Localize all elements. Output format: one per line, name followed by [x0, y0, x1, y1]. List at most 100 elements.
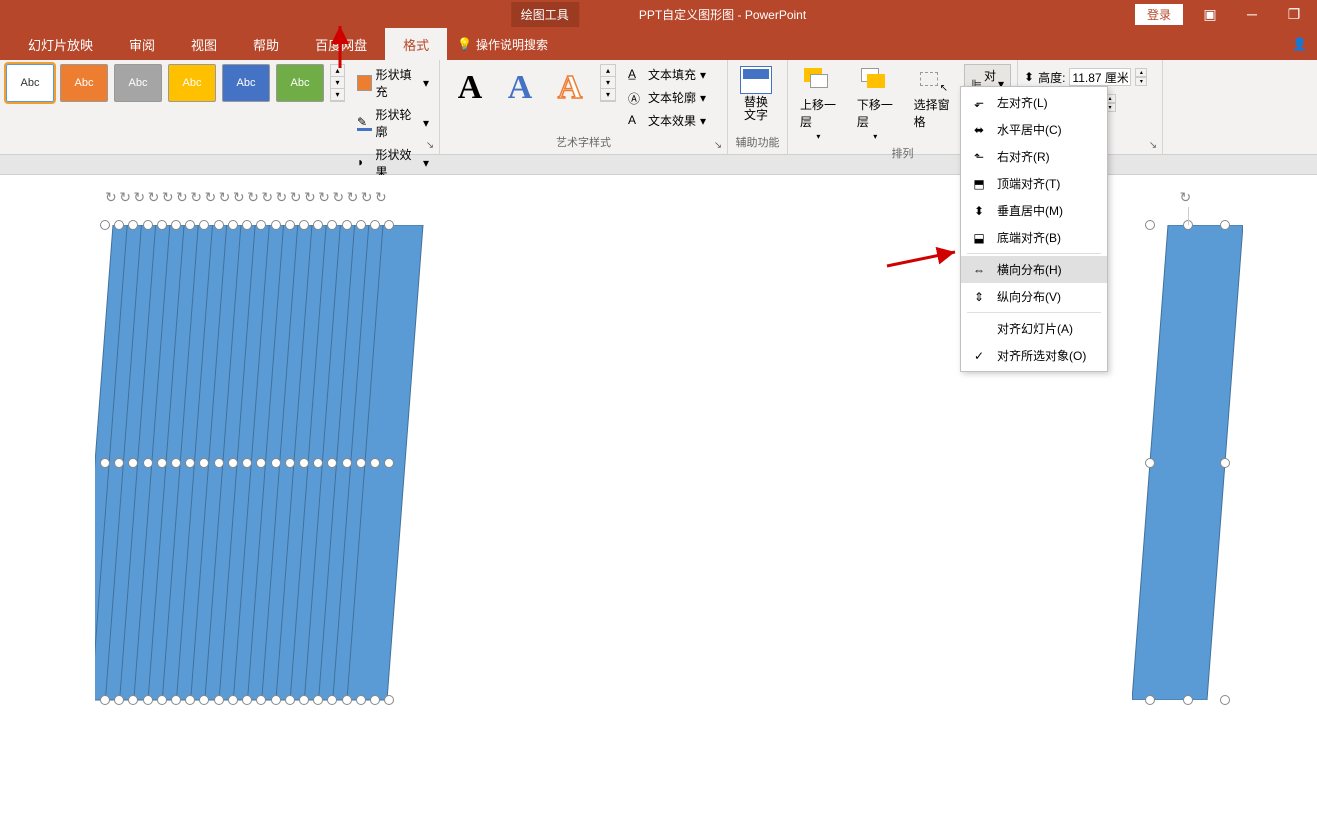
align-menu-item[interactable]: ✓对齐所选对象(O): [961, 342, 1107, 369]
wordart-swatch[interactable]: A: [546, 64, 594, 112]
selection-handle[interactable]: [356, 458, 366, 468]
height-input[interactable]: [1069, 68, 1131, 86]
tab-help[interactable]: 帮助: [235, 27, 297, 62]
selection-handle[interactable]: [100, 695, 110, 705]
tab-review[interactable]: 审阅: [111, 27, 173, 62]
send-backward-button[interactable]: 下移一层▾: [851, 64, 900, 143]
gallery-up-icon[interactable]: ▴: [331, 65, 344, 77]
tab-slideshow[interactable]: 幻灯片放映: [10, 27, 111, 62]
selection-handle[interactable]: [299, 695, 309, 705]
selection-handle[interactable]: [256, 220, 266, 230]
selection-handle[interactable]: [171, 695, 181, 705]
rotation-handle[interactable]: [375, 189, 391, 205]
selection-handle[interactable]: [143, 458, 153, 468]
selection-handle[interactable]: [128, 695, 138, 705]
bring-forward-button[interactable]: 上移一层▾: [794, 64, 843, 143]
selection-handle[interactable]: [228, 695, 238, 705]
selection-handle[interactable]: [228, 458, 238, 468]
selection-handle[interactable]: [171, 220, 181, 230]
selection-handle[interactable]: [370, 695, 380, 705]
selection-handle[interactable]: [299, 220, 309, 230]
selection-handle[interactable]: [128, 458, 138, 468]
selection-handle[interactable]: [271, 220, 281, 230]
selection-handle[interactable]: [285, 220, 295, 230]
selection-handle[interactable]: [143, 220, 153, 230]
wordart-swatch[interactable]: A: [446, 64, 494, 112]
selection-handle[interactable]: [356, 695, 366, 705]
selection-handle[interactable]: [342, 458, 352, 468]
align-menu-item[interactable]: ⇕纵向分布(V): [961, 283, 1107, 310]
gallery-down-icon[interactable]: ▾: [331, 77, 344, 89]
shape-style-swatch[interactable]: Abc: [168, 64, 216, 102]
selection-handle[interactable]: [370, 220, 380, 230]
selection-handle[interactable]: [256, 458, 266, 468]
selection-handle[interactable]: [356, 220, 366, 230]
selection-handle[interactable]: [1145, 458, 1155, 468]
shape-style-swatch[interactable]: Abc: [6, 64, 54, 102]
tell-me-search[interactable]: 💡 操作说明搜索: [457, 36, 548, 53]
selection-handle[interactable]: [342, 695, 352, 705]
shape-style-swatch[interactable]: Abc: [222, 64, 270, 102]
align-menu-item[interactable]: ⬑右对齐(R): [961, 143, 1107, 170]
selection-handle[interactable]: [128, 220, 138, 230]
selection-handle[interactable]: [157, 220, 167, 230]
selection-handle[interactable]: [214, 458, 224, 468]
selected-shape-right[interactable]: [1150, 225, 1225, 700]
slide-canvas[interactable]: [0, 175, 1317, 815]
selection-handle[interactable]: [384, 695, 394, 705]
selection-handle[interactable]: [214, 695, 224, 705]
selection-handle[interactable]: [1220, 458, 1230, 468]
shape-style-swatch[interactable]: Abc: [60, 64, 108, 102]
share-icon[interactable]: 👤: [1292, 37, 1307, 51]
shape-style-gallery-nav[interactable]: ▴ ▾ ▾: [330, 64, 345, 102]
tab-view[interactable]: 视图: [173, 27, 235, 62]
align-menu-item[interactable]: ⬍垂直居中(M): [961, 197, 1107, 224]
text-effects-button[interactable]: A 文本效果▾: [624, 110, 710, 131]
dialog-launcher-wordart[interactable]: ↘: [711, 138, 725, 152]
contextual-tab-drawing-tools[interactable]: 绘图工具: [511, 2, 579, 27]
ribbon-display-options-icon[interactable]: ▣: [1195, 2, 1225, 26]
selection-pane-button[interactable]: ↖ 选择窗格: [908, 64, 957, 132]
selection-handle[interactable]: [271, 458, 281, 468]
align-menu-item[interactable]: ⬓底端对齐(B): [961, 224, 1107, 251]
wordart-gallery-nav[interactable]: ▴ ▾ ▾: [600, 64, 616, 102]
tab-baidu[interactable]: 百度网盘: [297, 27, 385, 62]
selection-handle[interactable]: [1145, 220, 1155, 230]
gallery-down-icon[interactable]: ▾: [601, 77, 615, 89]
shape-fill-button[interactable]: 形状填充▾: [353, 64, 433, 102]
gallery-more-icon[interactable]: ▾: [331, 89, 344, 101]
align-menu-item[interactable]: 对齐幻灯片(A): [961, 315, 1107, 342]
selection-handle[interactable]: [100, 220, 110, 230]
text-outline-button[interactable]: Ⓐ 文本轮廓▾: [624, 87, 710, 108]
text-fill-button[interactable]: A̲ 文本填充▾: [624, 64, 710, 85]
selection-handle[interactable]: [1220, 695, 1230, 705]
selection-handle[interactable]: [228, 220, 238, 230]
selection-handle[interactable]: [185, 220, 195, 230]
alt-text-button[interactable]: 替换 文字: [734, 64, 778, 124]
dialog-launcher-size[interactable]: ↘: [1146, 138, 1160, 152]
restore-button[interactable]: ❐: [1279, 2, 1309, 26]
tab-format[interactable]: 格式: [385, 27, 447, 62]
selection-handle[interactable]: [199, 458, 209, 468]
selection-handle[interactable]: [199, 695, 209, 705]
selected-shapes-cluster[interactable]: [95, 225, 405, 700]
selection-handle[interactable]: [114, 220, 124, 230]
selection-handle[interactable]: [327, 458, 337, 468]
selection-handle[interactable]: [313, 695, 323, 705]
selection-handle[interactable]: [1183, 695, 1193, 705]
selection-handle[interactable]: [1145, 695, 1155, 705]
selection-handle[interactable]: [157, 695, 167, 705]
gallery-up-icon[interactable]: ▴: [601, 65, 615, 77]
selection-handle[interactable]: [285, 695, 295, 705]
dialog-launcher-shape-styles[interactable]: ↘: [423, 138, 437, 152]
selection-handle[interactable]: [100, 458, 110, 468]
selection-handle[interactable]: [384, 458, 394, 468]
selection-handle[interactable]: [271, 695, 281, 705]
selection-handle[interactable]: [214, 220, 224, 230]
selection-handle[interactable]: [143, 695, 153, 705]
selection-handle[interactable]: [114, 458, 124, 468]
shape-outline-button[interactable]: ✎ 形状轮廓▾: [353, 104, 433, 142]
login-button[interactable]: 登录: [1135, 4, 1183, 25]
minimize-button[interactable]: ─: [1237, 2, 1267, 26]
shape-style-swatch[interactable]: Abc: [276, 64, 324, 102]
